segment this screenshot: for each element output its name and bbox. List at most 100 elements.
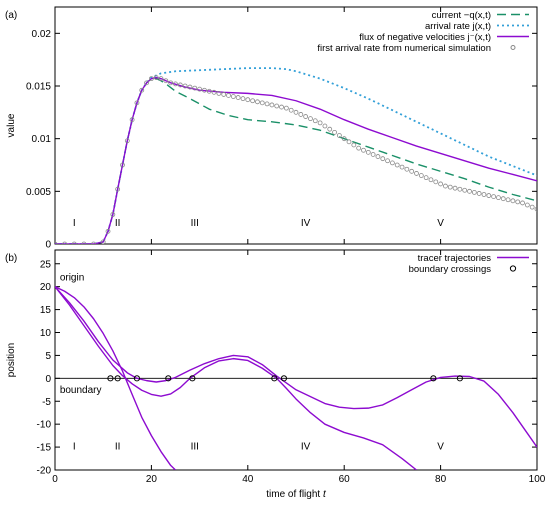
series-0-3-point xyxy=(250,98,256,104)
series-0-3-point xyxy=(144,80,149,86)
panel-label: (b) xyxy=(5,253,17,264)
series-0-1-line xyxy=(55,67,537,244)
series-0-3-point xyxy=(524,202,530,208)
series-0-3-point xyxy=(462,187,468,193)
series-0-3-point xyxy=(303,114,309,119)
series-0-3-point xyxy=(235,95,241,100)
series-0-3-point xyxy=(216,90,222,96)
series-0-3-point xyxy=(471,189,477,195)
series-0-3-point xyxy=(341,136,347,142)
y-tick-label: 20 xyxy=(40,282,52,293)
series-0-3-point xyxy=(279,104,284,110)
x-tick-label: 0 xyxy=(52,474,58,485)
y-tick-label: 25 xyxy=(40,259,52,270)
series-0-3-point xyxy=(163,78,169,84)
series-1-2-line xyxy=(55,286,176,470)
series-0-3-point xyxy=(115,186,121,192)
series-0-3-point xyxy=(283,105,289,111)
region-label: I xyxy=(73,441,76,452)
series-0-2-line xyxy=(55,76,537,244)
series-0-3-point xyxy=(356,145,362,151)
series-0-3-point xyxy=(139,87,145,93)
y-tick-label: 5 xyxy=(45,351,51,362)
panel-b: (b) 0 20 40 60 80 100 -20 -15 -10 -5 0 5 10 15 20 25 posi… xyxy=(5,249,546,500)
y-tick-label: 0 xyxy=(45,374,51,385)
series-1-3-point xyxy=(107,375,114,382)
x-tick-label: 20 xyxy=(146,474,158,485)
series-0-3-point xyxy=(259,100,265,106)
series-0-3-point xyxy=(404,166,410,172)
annotation-label: origin xyxy=(60,273,84,284)
series-0-3-point xyxy=(389,160,395,166)
series-0-3-point xyxy=(428,177,434,183)
series-0-3-point xyxy=(385,158,390,164)
series-0-3-point xyxy=(269,102,275,108)
series-0-3-point xyxy=(197,86,203,92)
panel-label: (a) xyxy=(5,10,17,21)
series-0-3-point xyxy=(211,89,217,95)
series-0-3-point xyxy=(365,149,371,155)
series-0-3-point xyxy=(534,206,537,212)
series-0-3-point xyxy=(336,133,342,138)
series-0-3-point xyxy=(245,97,251,103)
x-axis-label: time of flight t xyxy=(266,489,327,500)
series-0-3-point xyxy=(168,80,174,86)
series-group xyxy=(55,286,537,470)
series-0-3-point xyxy=(505,197,511,203)
series-0-3-point xyxy=(486,193,492,198)
series-0-3-point xyxy=(192,85,198,91)
plot-frame xyxy=(54,6,538,245)
series-0-3-point xyxy=(327,126,333,132)
y-tick-label: -20 xyxy=(37,466,52,477)
y-tick-label: -5 xyxy=(42,397,51,408)
legend-label: first arrival rate from numerical simula… xyxy=(317,43,491,54)
series-0-3-point xyxy=(361,147,366,153)
series-0-3-point xyxy=(124,138,130,144)
series-0-3-point xyxy=(481,192,487,197)
series-1-3-point xyxy=(271,375,278,382)
series-0-3-point xyxy=(443,183,448,189)
series-group xyxy=(55,67,537,244)
series-1-0-line xyxy=(55,286,537,448)
y-tick-label: 0.01 xyxy=(32,134,52,145)
series-0-3-point xyxy=(62,241,68,244)
series-1-3-point xyxy=(456,375,463,382)
series-0-3-point xyxy=(206,88,212,94)
y-tick-label: 0 xyxy=(45,240,51,251)
series-0-3-point xyxy=(153,75,159,80)
series-0-3-point xyxy=(433,179,439,185)
series-0-3-point xyxy=(409,168,415,174)
series-0-3-point xyxy=(202,87,207,93)
series-0-3-point xyxy=(91,241,96,244)
series-0-3-point xyxy=(173,81,178,87)
series-0-3-point xyxy=(447,184,453,190)
y-axis-label: position xyxy=(6,343,17,377)
series-0-3-point xyxy=(438,181,444,187)
x-tick-label: 100 xyxy=(529,474,546,485)
series-1-3-point xyxy=(430,375,437,382)
series-0-3-point xyxy=(423,175,429,181)
series-0-3-point xyxy=(496,195,501,201)
series-0-3-point xyxy=(500,196,506,202)
series-0-3-point xyxy=(370,152,376,157)
legend-label: boundary crossings xyxy=(409,264,492,275)
series-0-3-point xyxy=(346,139,352,145)
series-0-3-point xyxy=(255,99,260,105)
plot-frame xyxy=(54,249,538,471)
series-0-3-point xyxy=(230,94,236,99)
series-0-3-point xyxy=(134,100,140,106)
series-0-3-point xyxy=(71,241,77,244)
series-0-3-point xyxy=(120,162,125,168)
series-0-3-point xyxy=(375,154,381,159)
region-label: V xyxy=(437,218,444,229)
legend-label: current −q(x,t) xyxy=(432,10,491,21)
y-tick-label: -15 xyxy=(37,443,52,454)
region-label: IV xyxy=(301,218,311,229)
series-0-3-point xyxy=(457,186,463,192)
region-label: II xyxy=(115,441,121,452)
x-tick-label: 80 xyxy=(435,474,447,485)
series-0-3-point xyxy=(491,194,497,200)
legend-label: flux of negative velocities j⁻(x,t) xyxy=(359,32,491,43)
series-0-3-point xyxy=(312,118,318,124)
